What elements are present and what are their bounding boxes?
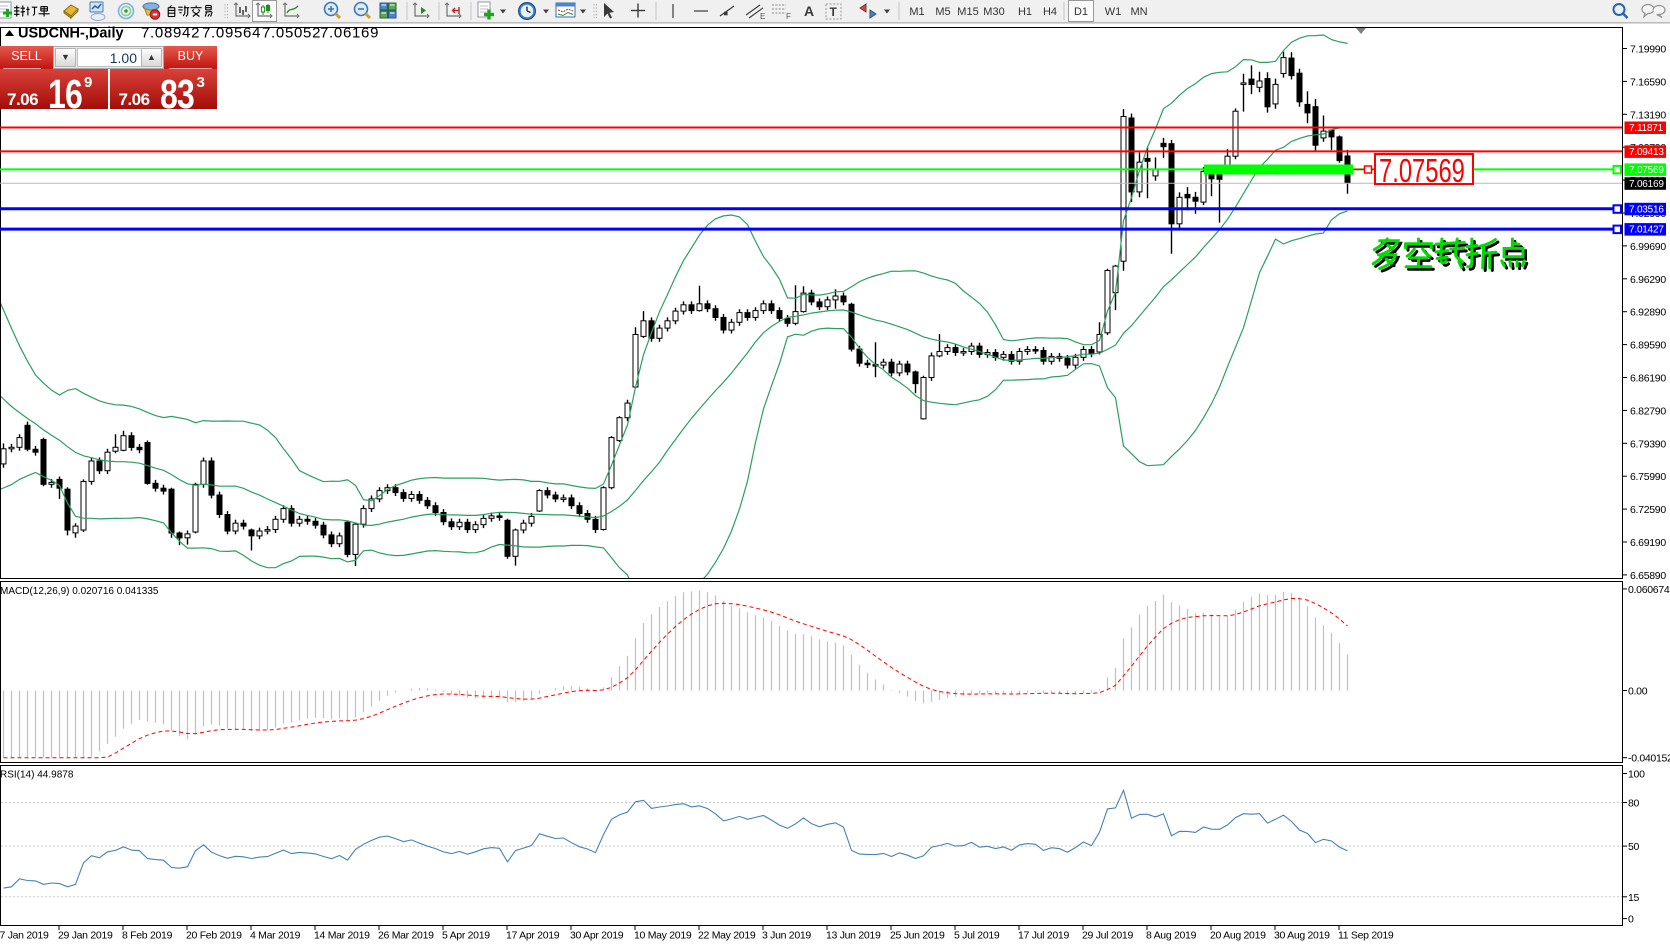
svg-text:20 Feb 2019: 20 Feb 2019 xyxy=(186,930,242,942)
svg-text:17 Jul 2019: 17 Jul 2019 xyxy=(1018,930,1069,942)
svg-text:7.05052: 7.05052 xyxy=(262,25,321,42)
svg-text:11 Sep 2019: 11 Sep 2019 xyxy=(1338,930,1394,942)
svg-text:7.06169: 7.06169 xyxy=(1629,179,1664,190)
svg-text:MACD(12,26,9) 0.020716 0.04133: MACD(12,26,9) 0.020716 0.041335 xyxy=(0,586,159,597)
svg-text:6.65890: 6.65890 xyxy=(1630,570,1666,582)
svg-text:26 Mar 2019: 26 Mar 2019 xyxy=(378,930,434,942)
svg-text:5 Apr 2019: 5 Apr 2019 xyxy=(442,930,490,942)
svg-text:F: F xyxy=(786,12,791,21)
svg-text:7.06169: 7.06169 xyxy=(320,25,379,42)
svg-text:7.07569: 7.07569 xyxy=(1629,165,1664,176)
svg-text:0.00: 0.00 xyxy=(1628,686,1648,698)
svg-text:6.86190: 6.86190 xyxy=(1630,373,1666,385)
svg-text:H1: H1 xyxy=(1018,6,1032,18)
svg-text:6.96290: 6.96290 xyxy=(1630,274,1666,286)
svg-text:15: 15 xyxy=(1628,892,1640,904)
svg-text:6.72590: 6.72590 xyxy=(1630,504,1666,516)
svg-text:6.82790: 6.82790 xyxy=(1630,405,1666,417)
svg-text:100: 100 xyxy=(1628,769,1645,781)
svg-text:M30: M30 xyxy=(983,6,1004,18)
svg-text:20 Aug 2019: 20 Aug 2019 xyxy=(1210,930,1266,942)
svg-text:17 Apr 2019: 17 Apr 2019 xyxy=(506,930,560,942)
svg-text:6.89590: 6.89590 xyxy=(1630,340,1666,352)
svg-text:M5: M5 xyxy=(935,6,950,18)
svg-text:10 May 2019: 10 May 2019 xyxy=(634,930,692,942)
svg-text:0.060674: 0.060674 xyxy=(1628,584,1670,596)
svg-text:MN: MN xyxy=(1130,6,1147,18)
svg-text:13 Jun 2019: 13 Jun 2019 xyxy=(826,930,881,942)
svg-text:7.08942: 7.08942 xyxy=(141,25,200,42)
svg-text:50: 50 xyxy=(1628,841,1640,853)
svg-text:3 Jun 2019: 3 Jun 2019 xyxy=(762,930,811,942)
svg-text:7.09564: 7.09564 xyxy=(202,25,261,42)
svg-text:6.92890: 6.92890 xyxy=(1630,307,1666,319)
svg-text:14 Mar 2019: 14 Mar 2019 xyxy=(314,930,370,942)
svg-text:8 Aug 2019: 8 Aug 2019 xyxy=(1146,930,1197,942)
svg-text:30 Aug 2019: 30 Aug 2019 xyxy=(1274,930,1330,942)
svg-text:22 May 2019: 22 May 2019 xyxy=(698,930,756,942)
svg-text:7.13190: 7.13190 xyxy=(1630,109,1666,121)
svg-text:A: A xyxy=(804,3,814,19)
svg-text:17 Jan 2019: 17 Jan 2019 xyxy=(0,930,49,942)
svg-text:8 Feb 2019: 8 Feb 2019 xyxy=(122,930,173,942)
svg-text:USDCNH-,Daily: USDCNH-,Daily xyxy=(18,26,124,42)
svg-text:6.75990: 6.75990 xyxy=(1630,471,1666,483)
svg-text:30 Apr 2019: 30 Apr 2019 xyxy=(570,930,624,942)
svg-text:H4: H4 xyxy=(1043,6,1057,18)
svg-text:29 Jul 2019: 29 Jul 2019 xyxy=(1082,930,1133,942)
svg-text:7.01427: 7.01427 xyxy=(1629,225,1664,236)
svg-text:7.11871: 7.11871 xyxy=(1629,123,1664,134)
svg-text:7.19990: 7.19990 xyxy=(1630,44,1666,56)
svg-text:W1: W1 xyxy=(1105,6,1122,18)
svg-text:M15: M15 xyxy=(957,6,978,18)
svg-text:5 Jul 2019: 5 Jul 2019 xyxy=(954,930,1000,942)
svg-text:4 Mar 2019: 4 Mar 2019 xyxy=(250,930,301,942)
svg-text:T: T xyxy=(830,5,838,19)
svg-text:29 Jan 2019: 29 Jan 2019 xyxy=(58,930,113,942)
svg-text:RSI(14) 44.9878: RSI(14) 44.9878 xyxy=(0,770,74,781)
svg-text:6.69190: 6.69190 xyxy=(1630,537,1666,549)
svg-text:25 Jun 2019: 25 Jun 2019 xyxy=(890,930,945,942)
svg-text:7.09413: 7.09413 xyxy=(1629,147,1664,158)
svg-text:6.99690: 6.99690 xyxy=(1630,241,1666,253)
svg-text:80: 80 xyxy=(1628,798,1640,810)
svg-text:D1: D1 xyxy=(1074,6,1088,18)
svg-text:6.79390: 6.79390 xyxy=(1630,438,1666,450)
svg-text:7.16590: 7.16590 xyxy=(1630,76,1666,88)
svg-text:7.03516: 7.03516 xyxy=(1629,204,1664,215)
svg-text:E: E xyxy=(760,12,765,21)
svg-text:-0.040152: -0.040152 xyxy=(1628,753,1670,765)
svg-text:M1: M1 xyxy=(909,6,924,18)
svg-text:0: 0 xyxy=(1628,914,1634,926)
